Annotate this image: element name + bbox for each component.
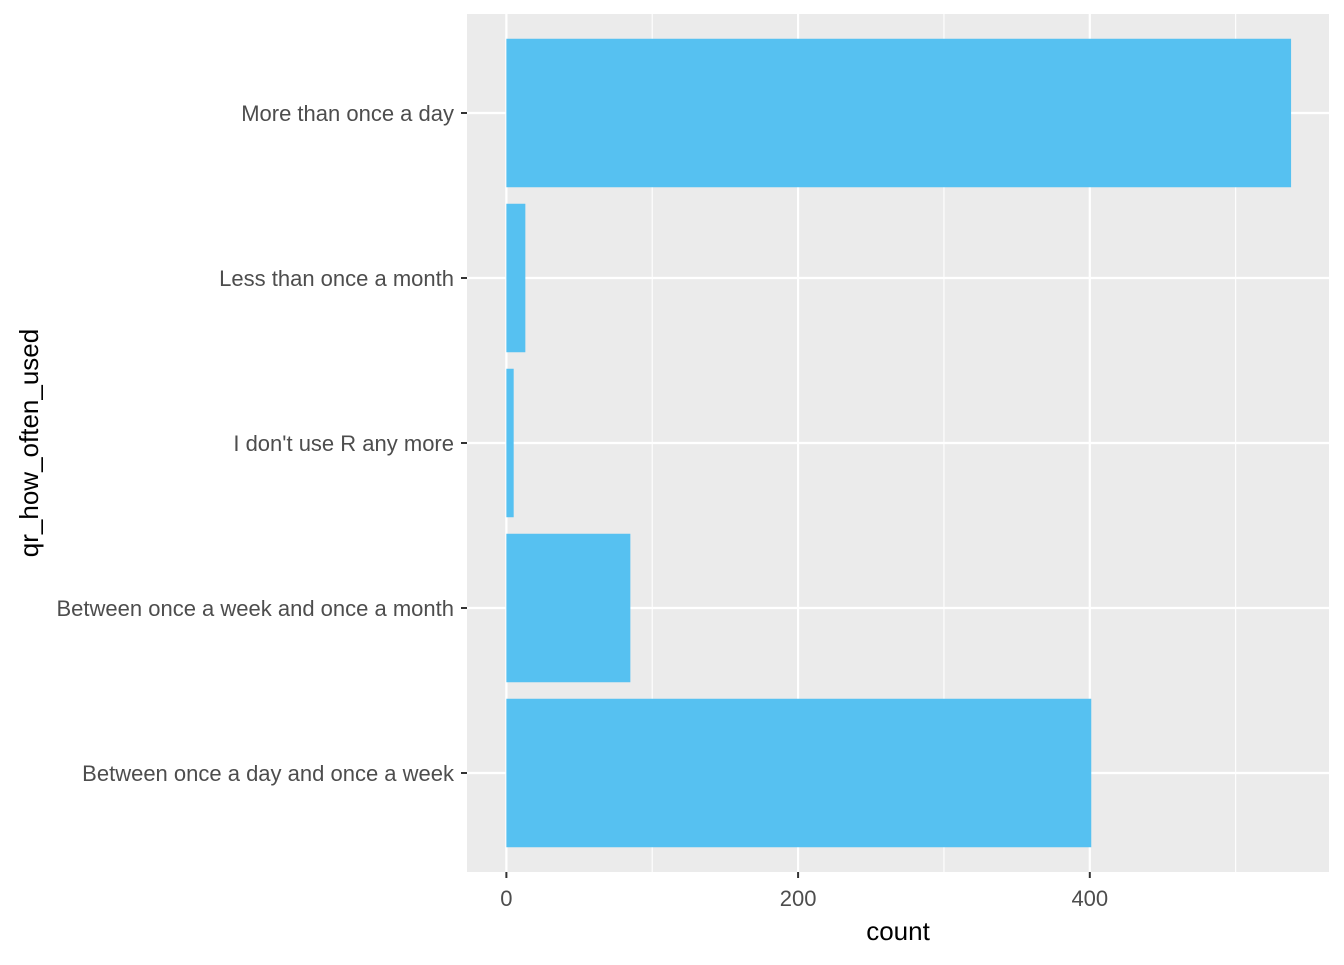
x-tick-label: 400 — [1071, 886, 1108, 911]
x-axis: 0 200 400 — [500, 872, 1108, 911]
bar — [506, 38, 1292, 188]
y-axis-title: qr_how_often_used — [14, 329, 44, 557]
y-tick-label: Between once a day and once a week — [82, 761, 455, 786]
bar — [506, 368, 514, 518]
x-tick-label: 0 — [500, 886, 512, 911]
bar — [506, 533, 631, 683]
y-tick-label: More than once a day — [241, 101, 454, 126]
y-axis: Between once a day and once a week Betwee… — [57, 101, 467, 786]
x-tick-label: 200 — [780, 886, 817, 911]
x-axis-title: count — [866, 916, 930, 946]
y-tick-label: Between once a week and once a month — [57, 596, 455, 621]
bar — [506, 203, 526, 353]
bars — [506, 38, 1292, 848]
bar — [506, 698, 1092, 848]
y-tick-label: Less than once a month — [219, 266, 454, 291]
y-tick-label: I don't use R any more — [233, 431, 454, 456]
